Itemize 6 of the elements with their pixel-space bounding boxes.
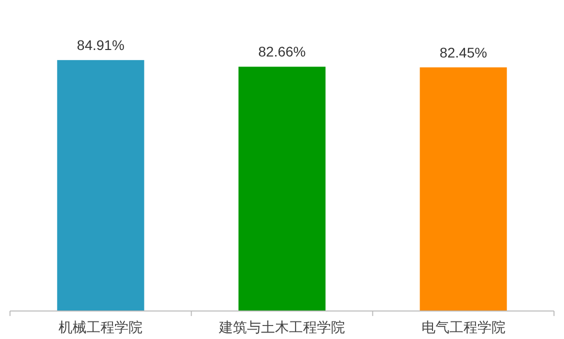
x-tick-label: 机械工程学院 bbox=[58, 320, 143, 336]
data-label: 82.66% bbox=[258, 44, 306, 60]
x-tick-label: 建筑与土木工程学院 bbox=[218, 320, 345, 336]
x-tick-label: 电气工程学院 bbox=[421, 320, 506, 336]
data-label: 82.45% bbox=[440, 44, 488, 60]
data-label: 84.91% bbox=[76, 37, 124, 54]
